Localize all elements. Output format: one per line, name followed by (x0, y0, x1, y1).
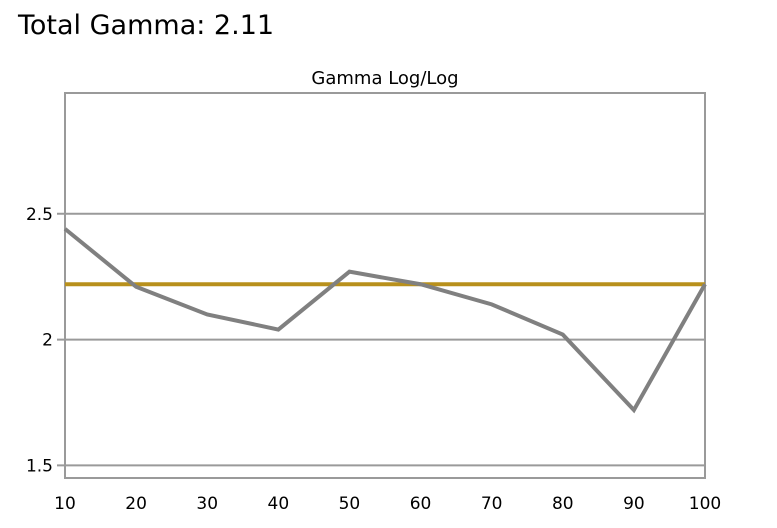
x-tick-label: 50 (339, 494, 361, 514)
x-tick-label: 100 (689, 494, 721, 514)
gamma-series-line (63, 227, 707, 414)
x-tick-label: 70 (481, 494, 503, 514)
page-title: Total Gamma: 2.11 (18, 10, 275, 41)
x-tick-label: 60 (410, 494, 432, 514)
grid-lines (57, 212, 705, 467)
x-tick-label: 20 (125, 494, 147, 514)
x-tick-label: 10 (54, 494, 76, 514)
y-tick-label: 1.5 (26, 456, 53, 476)
x-tick-label: 30 (196, 494, 218, 514)
x-axis-ticks: 10 20 30 40 50 60 70 80 90 100 (54, 494, 721, 514)
y-tick-label: 2 (42, 331, 53, 351)
series-group (63, 227, 707, 414)
y-axis-ticks: 1.5 2 2.5 (26, 205, 53, 477)
x-tick-label: 90 (623, 494, 645, 514)
chart-title: Gamma Log/Log (311, 68, 458, 89)
x-tick-label: 40 (268, 494, 290, 514)
y-tick-label: 2.5 (26, 205, 53, 225)
x-tick-label: 80 (552, 494, 574, 514)
